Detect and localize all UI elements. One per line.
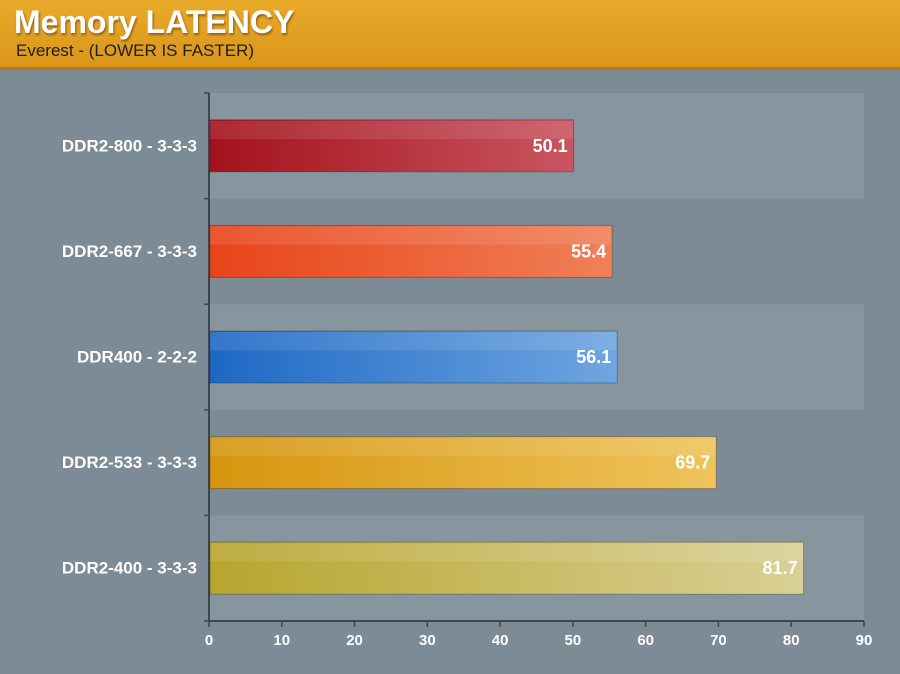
bar <box>209 541 805 595</box>
bar-value-label: 50.1 <box>533 136 568 156</box>
chart-subtitle: Everest - (LOWER IS FASTER) <box>16 41 255 60</box>
x-tick-label: 10 <box>273 632 290 649</box>
bar-highlight <box>210 226 612 245</box>
chart-title: Memory LATENCY <box>14 4 295 40</box>
bar-highlight <box>210 120 573 139</box>
x-tick-label: 50 <box>565 632 582 649</box>
category-label: DDR2-667 - 3-3-3 <box>62 242 197 261</box>
category-label: DDR2-400 - 3-3-3 <box>62 559 197 578</box>
bar-value-label: 81.7 <box>763 558 798 578</box>
x-tick-label: 90 <box>856 632 873 649</box>
x-tick-label: 30 <box>419 632 436 649</box>
bar-value-label: 69.7 <box>675 453 710 473</box>
bar <box>209 224 613 278</box>
x-tick-label: 20 <box>346 632 363 649</box>
bar <box>209 436 717 490</box>
chart-header: Memory LATENCY Everest - (LOWER IS FASTE… <box>0 0 900 70</box>
x-tick-label: 70 <box>710 632 727 649</box>
x-tick-label: 40 <box>492 632 509 649</box>
bar <box>209 330 618 384</box>
category-label: DDR400 - 2-2-2 <box>77 348 197 367</box>
bar <box>209 119 575 173</box>
bar-highlight <box>210 332 617 351</box>
category-label: DDR2-800 - 3-3-3 <box>62 136 197 155</box>
x-tick-label: 0 <box>205 632 213 649</box>
bar-highlight <box>210 437 716 456</box>
bar-value-label: 55.4 <box>571 241 606 261</box>
x-tick-label: 60 <box>637 632 654 649</box>
bar-value-label: 56.1 <box>576 347 611 367</box>
x-tick-label: 80 <box>783 632 800 649</box>
bar-highlight <box>210 543 803 562</box>
category-label: DDR2-533 - 3-3-3 <box>62 453 197 472</box>
